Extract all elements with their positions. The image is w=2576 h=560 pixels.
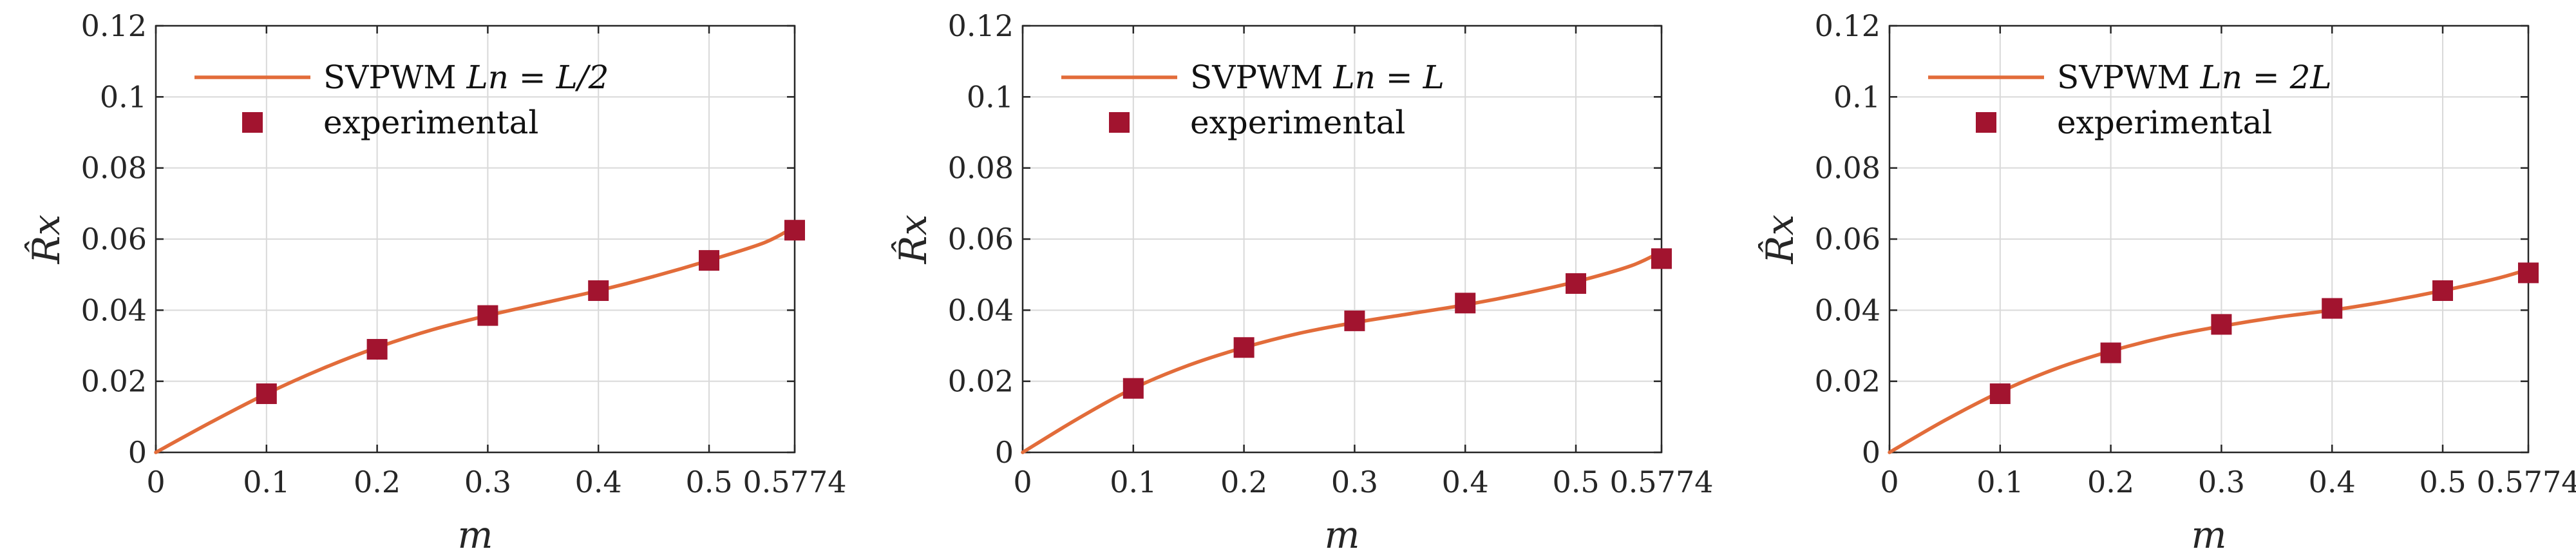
legend-label-name: SVPWM [323, 59, 467, 96]
data-point-experimental [2100, 342, 2121, 363]
legend-label-name: SVPWM [2057, 59, 2201, 96]
x-tick-label: 0.4 [1442, 465, 1489, 499]
chart-panel-3: 0 0.1 0.2 0.3 0.4 0.5 0.5774 0 0.02 0.04 0.06 0.08 0… [1757, 8, 2576, 557]
data-point-experimental [1122, 378, 1144, 399]
data-point-experimental [1455, 293, 1476, 314]
legend-label-math: Ln = L [1333, 59, 1444, 96]
legend-marker-swatch [1109, 112, 1130, 133]
data-point-experimental [1233, 337, 1255, 358]
y-tick-label: 0 [1862, 435, 1880, 470]
legend-marker-swatch [242, 112, 263, 133]
data-point-experimental [588, 280, 609, 301]
y-tick-label: 0.12 [948, 8, 1014, 43]
x-tick-label: 0.5 [1552, 465, 1599, 499]
x-tick-label: 0.3 [464, 465, 511, 499]
y-tick-label: 0.06 [1815, 222, 1880, 256]
legend-label-svpwm: SVPWM Ln = L [1190, 59, 1444, 96]
data-point-experimental [256, 383, 277, 404]
x-tick-label: 0.1 [1976, 465, 2023, 499]
x-axis-label: m [2192, 513, 2227, 557]
y-tick-label: 0.1 [967, 79, 1014, 114]
data-point-experimental [2518, 262, 2539, 284]
y-tick-label: 0.02 [948, 364, 1014, 399]
legend-label-svpwm: SVPWM Ln = L/2 [323, 59, 609, 96]
y-axis-label: R̂x [1757, 215, 1802, 264]
legend-label-experimental: experimental [2057, 104, 2272, 141]
legend-marker-swatch [1976, 112, 1996, 133]
data-point-experimental [477, 305, 498, 326]
x-tick-label: 0.4 [2309, 465, 2356, 499]
data-point-experimental [2211, 314, 2232, 335]
data-point-experimental [1566, 273, 1587, 294]
x-axis-label: m [1325, 513, 1360, 557]
x-tick-label: 0.1 [1110, 465, 1157, 499]
legend-label-svpwm: SVPWM Ln = 2L [2057, 59, 2332, 96]
y-axis-label: R̂x [24, 215, 68, 264]
data-point-experimental [784, 220, 805, 241]
data-point-experimental [2432, 280, 2454, 301]
axes-box [1021, 24, 1663, 454]
y-axis-label: R̂x [891, 215, 935, 264]
legend-label-math: Ln = 2L [2200, 59, 2332, 96]
y-tick-label: 0.06 [948, 222, 1014, 256]
x-tick-label: 0.2 [2087, 465, 2134, 499]
y-tick-label: 0.1 [1833, 79, 1880, 114]
x-axis-label: m [458, 513, 493, 557]
legend-label-experimental: experimental [323, 104, 538, 141]
x-tick-label: 0.5774 [2477, 465, 2576, 499]
legend-label-math: Ln = L/2 [466, 59, 609, 96]
x-tick-label: 0.4 [575, 465, 622, 499]
y-tick-label: 0.1 [100, 79, 147, 114]
data-point-experimental [1344, 310, 1365, 331]
y-tick-label: 0.04 [1815, 293, 1880, 327]
x-tick-label: 0.2 [354, 465, 401, 499]
x-tick-label: 0.3 [1331, 465, 1378, 499]
x-tick-label: 0.1 [243, 465, 290, 499]
chart-panel-2: 0 0.1 0.2 0.3 0.4 0.5 0.5774 0 0.02 0.04 0.06 0.08 0… [891, 8, 1713, 557]
x-tick-label: 0.2 [1220, 465, 1267, 499]
chart-panel-1: 0 0.1 0.2 0.3 0.4 0.5 0.5774 0 0.02 0.04 0.06 0.08 0… [24, 8, 846, 557]
x-tick-label: 0.3 [2198, 465, 2245, 499]
data-point-experimental [1651, 248, 1672, 269]
x-tick-label: 0 [146, 465, 165, 499]
y-tick-label: 0.02 [1815, 364, 1880, 399]
legend-label-experimental: experimental [1190, 104, 1405, 141]
y-tick-label: 0.04 [81, 293, 147, 327]
y-tick-label: 0.12 [81, 8, 147, 43]
data-point-experimental [699, 250, 720, 271]
x-tick-label: 0.5 [685, 465, 732, 499]
axes-box [1888, 24, 2530, 454]
y-tick-label: 0.06 [81, 222, 147, 256]
x-tick-label: 0.5774 [743, 465, 847, 499]
y-tick-label: 0.08 [81, 151, 147, 186]
data-point-experimental [1989, 383, 2011, 404]
x-tick-label: 0.5774 [1610, 465, 1714, 499]
data-point-experimental [366, 339, 388, 360]
y-tick-label: 0 [995, 435, 1014, 470]
x-tick-label: 0 [1880, 465, 1899, 499]
y-tick-label: 0.04 [948, 293, 1014, 327]
legend-label-name: SVPWM [1190, 59, 1334, 96]
y-tick-label: 0 [128, 435, 147, 470]
x-tick-label: 0.5 [2419, 465, 2466, 499]
y-tick-label: 0.08 [1815, 151, 1880, 186]
y-tick-label: 0.02 [81, 364, 147, 399]
x-tick-label: 0 [1013, 465, 1032, 499]
y-tick-label: 0.12 [1815, 8, 1880, 43]
data-point-experimental [2322, 298, 2343, 319]
y-tick-label: 0.08 [948, 151, 1014, 186]
